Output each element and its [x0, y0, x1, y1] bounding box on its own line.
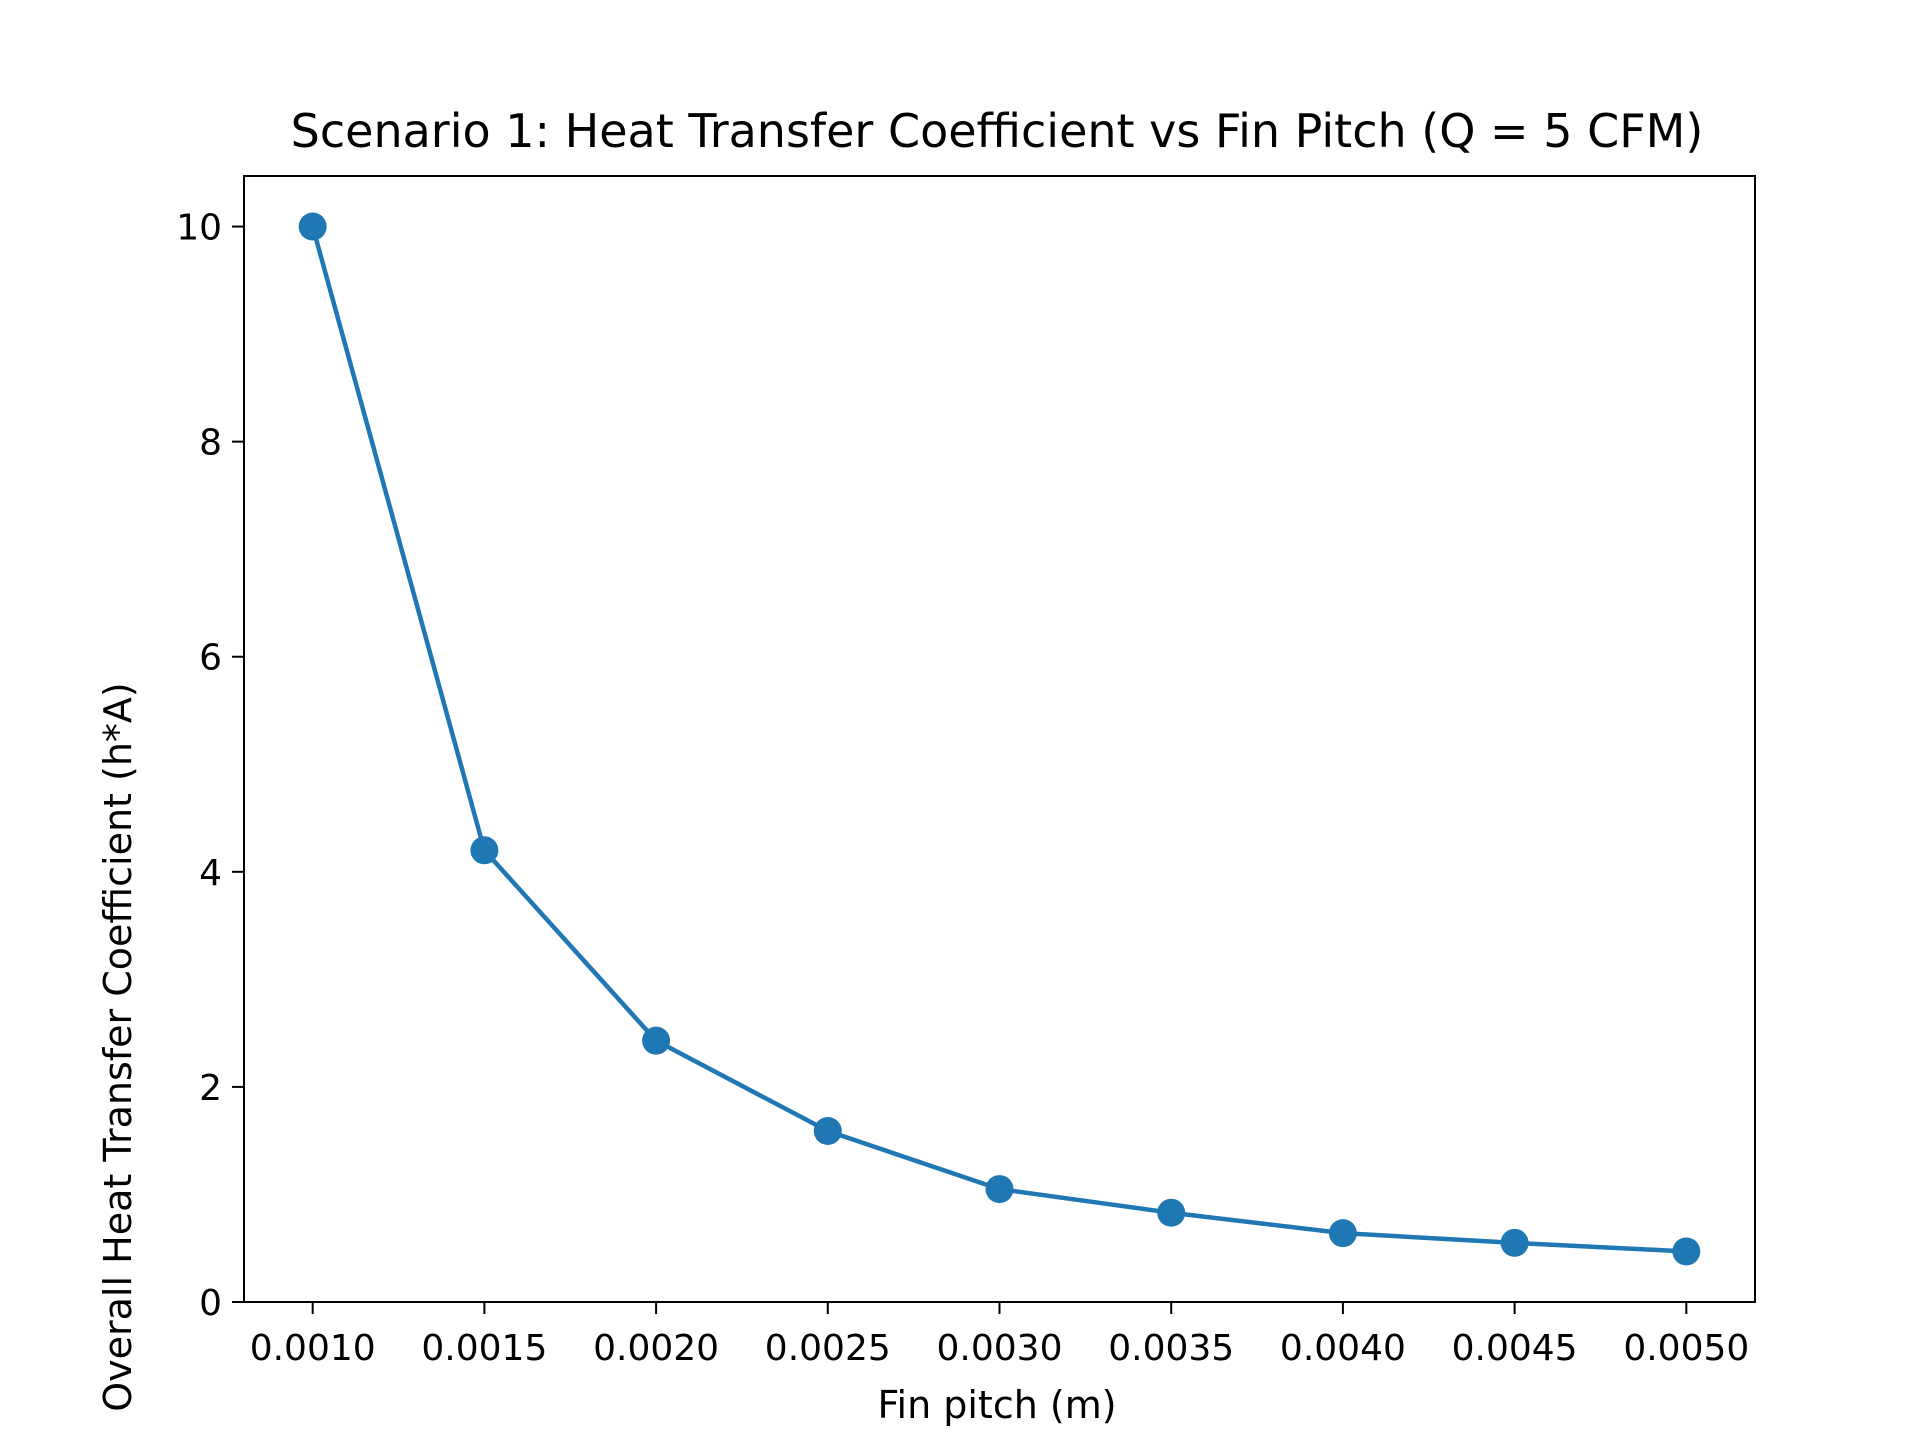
data-point: [1500, 1228, 1529, 1257]
data-point: [470, 836, 499, 865]
x-tick-label: 0.0045: [1452, 1328, 1578, 1369]
x-tick-label: 0.0015: [421, 1328, 547, 1369]
data-point: [985, 1175, 1014, 1204]
y-tick-label: 8: [199, 423, 222, 464]
y-tick-label: 0: [199, 1283, 222, 1324]
x-tick-label: 0.0050: [1623, 1328, 1749, 1369]
data-point: [1157, 1198, 1186, 1227]
y-tick-label: 6: [199, 638, 222, 679]
y-tick-label: 2: [199, 1068, 222, 1109]
data-point: [642, 1026, 671, 1055]
x-tick-label: 0.0030: [937, 1328, 1063, 1369]
axes-frame: [243, 175, 1756, 1303]
x-tick-label: 0.0040: [1280, 1328, 1406, 1369]
series-line: [310, 225, 1687, 1254]
x-tick-label: 0.0025: [765, 1328, 891, 1369]
x-tick-label: 0.0035: [1108, 1328, 1234, 1369]
plot-area: 0.0010 0.0015 0.0020 0.0025 0.0030 0.0035 0.00…: [176, 175, 1756, 1369]
data-point: [1672, 1237, 1701, 1266]
y-tick-label: 10: [176, 208, 222, 249]
y-axis-label: Overall Heat Transfer Coefficient (h*A): [96, 682, 140, 1412]
x-tick-label: 0.0020: [593, 1328, 719, 1369]
x-tick-label: 0.0010: [250, 1328, 376, 1369]
data-point: [298, 212, 327, 241]
data-point: [813, 1117, 842, 1146]
x-axis-label: Fin pitch (m): [877, 1383, 1116, 1427]
data-point: [1328, 1219, 1357, 1248]
chart-title: Scenario 1: Heat Transfer Coefficient vs…: [291, 104, 1704, 158]
y-tick-label: 4: [199, 853, 222, 894]
